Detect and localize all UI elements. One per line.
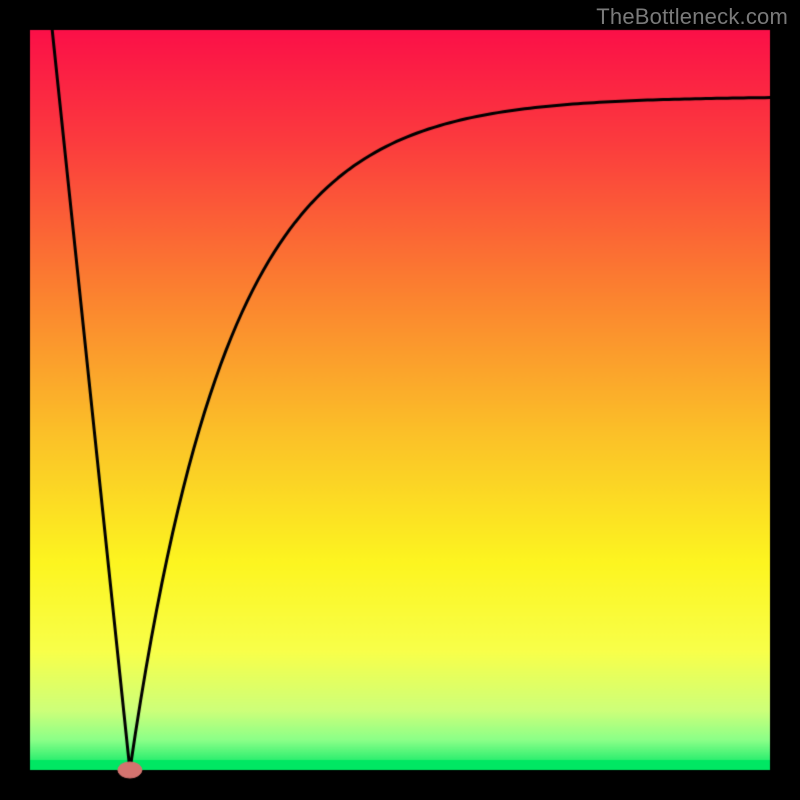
chart-container: TheBottleneck.com bbox=[0, 0, 800, 800]
bottleneck-chart-canvas bbox=[0, 0, 800, 800]
watermark-text: TheBottleneck.com bbox=[596, 4, 788, 30]
